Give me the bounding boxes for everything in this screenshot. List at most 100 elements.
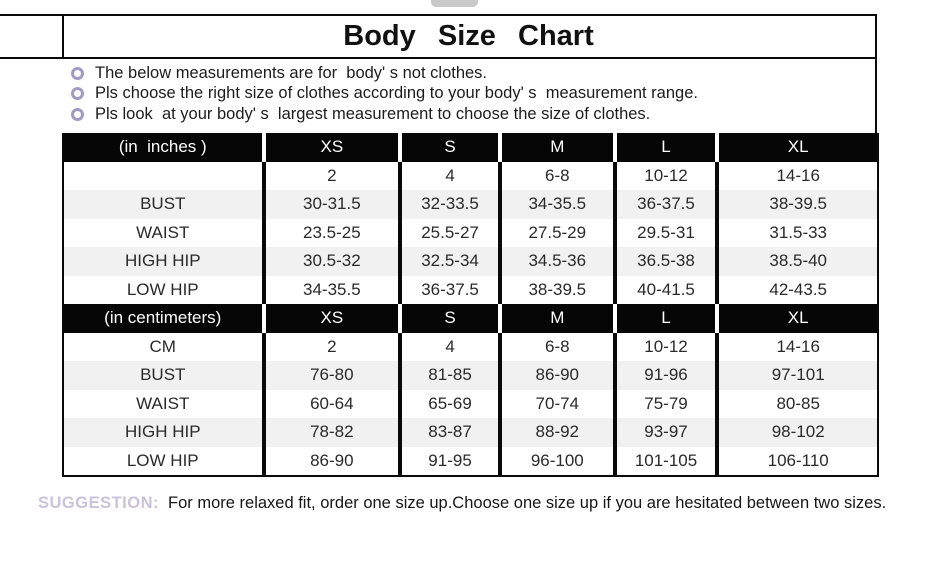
- suggestion-label: SUGGESTION:: [38, 494, 160, 512]
- size-value-cell: 32.5-34: [398, 247, 498, 276]
- size-value-cell: 36.5-38: [612, 247, 716, 276]
- size-value-cell: 96-100: [497, 446, 613, 475]
- size-value-cell: 34.5-36: [497, 247, 613, 276]
- size-column-header-cell: XS: [261, 133, 399, 162]
- size-value-cell: 40-41.5: [612, 275, 716, 304]
- size-value-cell: 97-101: [715, 361, 877, 390]
- size-value-cell: 42-43.5: [715, 275, 877, 304]
- suggestion-text: For more relaxed fit, order one size up.…: [168, 494, 887, 512]
- size-chart-header-row: (in centimeters) XS S M L XL: [64, 304, 877, 333]
- size-value-cell: 101-105: [612, 446, 716, 475]
- ring-bullet-icon: [71, 87, 84, 101]
- ring-bullet-icon: [71, 66, 84, 80]
- size-value-cell: 38-39.5: [497, 275, 613, 304]
- row-label-cell: BUST: [140, 365, 186, 385]
- section-title-cell: (in centimeters): [64, 304, 262, 333]
- size-chart-data-row: 2 4 6-8 10-12 14-16: [64, 161, 877, 191]
- size-value-cell: 76-80: [261, 361, 399, 390]
- size-chart-data-row: LOW HIP 34-35.5 36-37.5 38-39.5 40-41.5 42-43…: [64, 275, 877, 304]
- cropped-top-tab: [431, 0, 478, 7]
- size-value-cell: 31.5-33: [715, 218, 877, 247]
- size-value-cell: 88-92: [497, 418, 613, 447]
- size-chart-data-row: HIGH HIP 30.5-32 32.5-34 34.5-36 36.5-38 38.5…: [64, 247, 877, 276]
- size-column-header-cell: XL: [715, 304, 877, 333]
- size-value-cell: 80-85: [715, 389, 877, 418]
- section-title-cell: (in inches ): [64, 133, 262, 162]
- size-value-cell: 6-8: [497, 332, 613, 361]
- size-value-cell: 78-82: [261, 418, 399, 447]
- size-value-cell: 32-33.5: [398, 190, 498, 219]
- divider-top-line: [0, 14, 877, 16]
- size-value-cell: 23.5-25: [261, 218, 399, 247]
- size-chart-data-row: BUST 30-31.5 32-33.5 34-35.5 36-37.5 38-39.5: [64, 190, 877, 219]
- size-value-cell: 91-96: [612, 361, 716, 390]
- row-label-cell: WAIST: [136, 393, 190, 413]
- size-chart-table: (in inches ) XS S M L XL 2 4 6-8 10-12 14-16 BUST 30…: [62, 133, 879, 477]
- note-text: The below measurements are for body' s n…: [95, 63, 488, 82]
- size-value-cell: 25.5-27: [398, 218, 498, 247]
- ring-bullet-icon: [71, 107, 84, 121]
- size-value-cell: 70-74: [497, 389, 613, 418]
- size-chart-data-row: BUST 76-80 81-85 86-90 91-96 97-101: [64, 361, 877, 390]
- size-column-header-cell: XS: [261, 304, 399, 333]
- size-value-cell: 10-12: [612, 332, 716, 361]
- size-value-cell: 106-110: [715, 446, 877, 475]
- size-value-cell: 2: [261, 161, 399, 190]
- row-label-cell: WAIST: [136, 222, 190, 242]
- row-label-cell: BUST: [140, 194, 186, 214]
- size-chart-header-row: (in inches ) XS S M L XL: [64, 133, 877, 162]
- size-value-cell: 36-37.5: [398, 275, 498, 304]
- size-value-cell: 4: [398, 332, 498, 361]
- row-label-cell: HIGH HIP: [124, 251, 201, 271]
- note-item: The below measurements are for body' s n…: [71, 63, 698, 84]
- size-column-header-cell: M: [497, 133, 613, 162]
- size-value-cell: 30-31.5: [261, 190, 399, 219]
- note-text: Pls choose the right size of clothes acc…: [95, 84, 698, 103]
- size-column-header-cell: L: [612, 133, 716, 162]
- title-box-right-border: [875, 14, 877, 133]
- size-value-cell: 65-69: [398, 389, 498, 418]
- suggestion-line: SUGGESTION: For more relaxed fit, order o…: [38, 494, 918, 513]
- size-column-header-cell: XL: [715, 133, 877, 162]
- size-value-cell: 14-16: [715, 332, 877, 361]
- size-chart-data-row: WAIST 60-64 65-69 70-74 75-79 80-85: [64, 389, 877, 418]
- size-column-header-cell: S: [398, 304, 498, 333]
- size-value-cell: 86-90: [261, 446, 399, 475]
- note-text: Pls look at your body' s largest measure…: [95, 104, 651, 123]
- size-value-cell: 2: [261, 332, 399, 361]
- title-box-left-border: [62, 14, 64, 59]
- size-value-cell: 29.5-31: [612, 218, 716, 247]
- size-value-cell: 38.5-40: [715, 247, 877, 276]
- size-value-cell: 98-102: [715, 418, 877, 447]
- row-label-cell: CM: [149, 336, 176, 356]
- size-value-cell: 38-39.5: [715, 190, 877, 219]
- size-value-cell: 34-35.5: [497, 190, 613, 219]
- size-chart-data-row: WAIST 23.5-25 25.5-27 27.5-29 29.5-31 31.5-33: [64, 218, 877, 247]
- size-value-cell: 60-64: [261, 389, 399, 418]
- notes-list: The below measurements are for body' s n…: [71, 63, 698, 125]
- page-title: Body Size Chart: [343, 20, 594, 52]
- size-value-cell: 4: [398, 161, 498, 190]
- size-column-header-cell: M: [497, 304, 613, 333]
- row-label-cell: LOW HIP: [126, 279, 199, 299]
- size-value-cell: 10-12: [612, 161, 716, 190]
- size-value-cell: 93-97: [612, 418, 716, 447]
- size-value-cell: 75-79: [612, 389, 716, 418]
- size-value-cell: 30.5-32: [261, 247, 399, 276]
- row-label-cell: [64, 162, 262, 191]
- size-value-cell: 6-8: [497, 161, 613, 190]
- size-value-cell: 34-35.5: [261, 275, 399, 304]
- size-value-cell: 27.5-29: [497, 218, 613, 247]
- size-value-cell: 81-85: [398, 361, 498, 390]
- size-chart-data-row: LOW HIP 86-90 91-95 96-100 101-105 106-110: [64, 446, 877, 475]
- size-column-header-cell: L: [612, 304, 716, 333]
- note-item: Pls look at your body' s largest measure…: [71, 104, 698, 125]
- size-value-cell: 36-37.5: [612, 190, 716, 219]
- size-value-cell: 83-87: [398, 418, 498, 447]
- row-label-cell: LOW HIP: [126, 450, 199, 470]
- size-value-cell: 91-95: [398, 446, 498, 475]
- row-label-cell: HIGH HIP: [124, 422, 201, 442]
- size-chart-data-row: CM 2 4 6-8 10-12 14-16: [64, 332, 877, 361]
- size-value-cell: 14-16: [715, 161, 877, 190]
- size-column-header-cell: S: [398, 133, 498, 162]
